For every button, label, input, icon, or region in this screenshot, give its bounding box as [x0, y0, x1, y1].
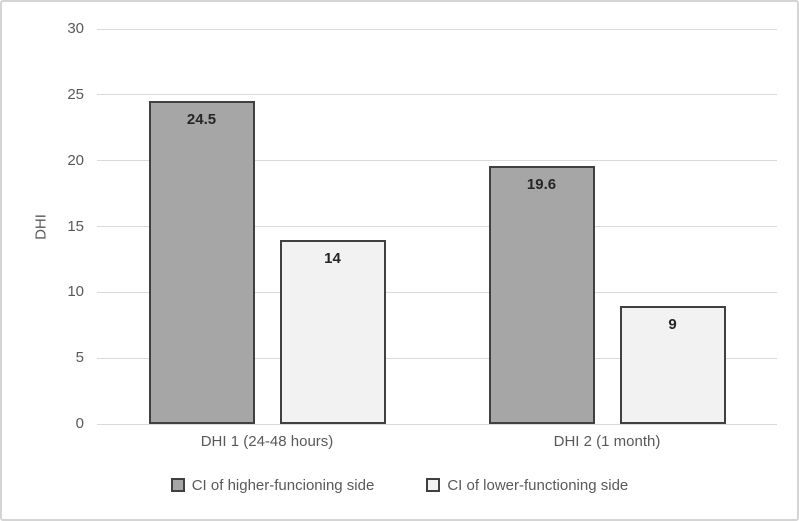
y-tick-label: 5: [75, 349, 84, 367]
gridline: [97, 160, 777, 162]
legend-marker-icon: [170, 478, 185, 492]
legend-label: CI of higher-funcioning side: [191, 476, 375, 494]
bar: 19.6: [488, 165, 595, 424]
legend-marker-icon: [426, 478, 441, 492]
x-category-label: DHI 2 (1 month): [553, 433, 661, 450]
gridline: [97, 94, 777, 96]
bar-value-label: 24.5: [186, 111, 217, 129]
bar-value-label: 19.6: [526, 175, 557, 193]
bar-value-label: 9: [668, 315, 677, 333]
y-tick-label: 25: [67, 85, 84, 103]
y-axis-title: DHI: [32, 214, 50, 240]
gridline: [97, 226, 777, 227]
gridline: [97, 28, 777, 30]
bar: 14: [279, 239, 386, 424]
bar-value-label: 14: [324, 249, 341, 267]
y-tick-label: 0: [75, 415, 84, 432]
y-tick-label: 15: [67, 217, 84, 235]
gridline: [97, 423, 777, 425]
y-tick-label: 10: [67, 283, 84, 301]
gridline: [97, 291, 777, 293]
bar: 9: [619, 305, 726, 424]
bar: 24.5: [148, 101, 255, 424]
x-category-label: DHI 1 (24-48 hours): [200, 433, 334, 450]
y-tick-label: 20: [67, 151, 84, 169]
legend-label: CI of lower-functioning side: [447, 476, 629, 494]
gridline: [97, 357, 777, 359]
y-tick-label: 30: [67, 20, 84, 37]
legend: CI of higher-funcioning side CI of lower-…: [2, 470, 797, 500]
plot-area: 24.5 14 19.6 9: [97, 28, 777, 425]
legend-item: CI of lower-functioning side: [426, 477, 628, 494]
legend-item: CI of higher-funcioning side: [170, 476, 375, 494]
